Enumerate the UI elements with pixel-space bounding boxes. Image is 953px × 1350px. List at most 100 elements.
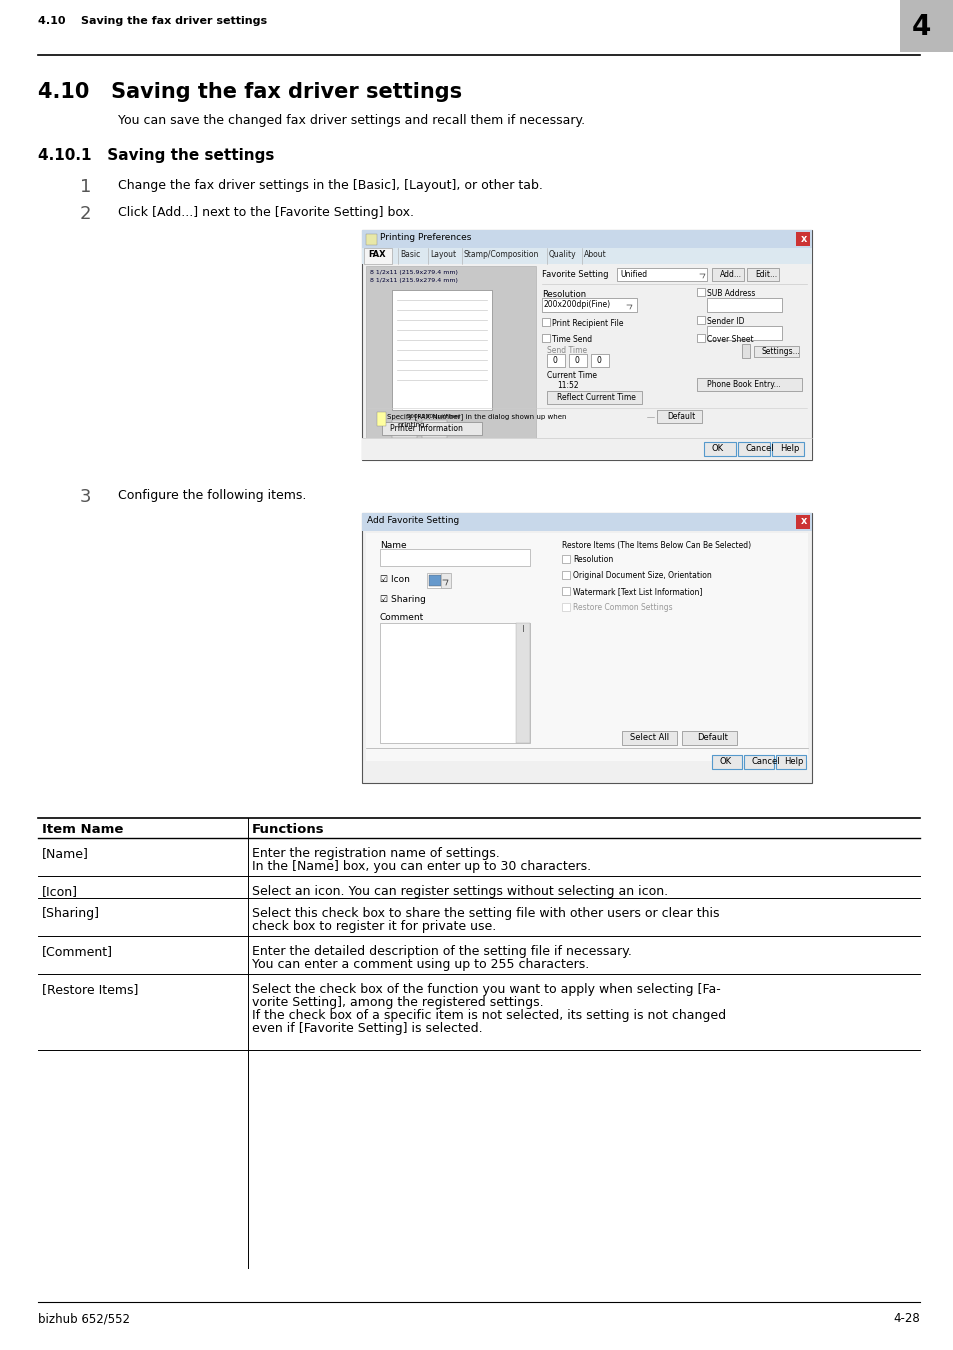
- Text: Quality: Quality: [548, 250, 576, 259]
- Text: 0: 0: [575, 356, 579, 365]
- Bar: [899, 0, 953, 53]
- Text: even if [Favorite Setting] is selected.: even if [Favorite Setting] is selected.: [252, 1022, 482, 1035]
- Bar: [775, 755, 805, 770]
- Text: Layout: Layout: [430, 250, 456, 259]
- Text: Original Document Size, Orientation: Original Document Size, Orientation: [573, 571, 711, 580]
- Text: x: x: [801, 517, 806, 526]
- Text: Default: Default: [697, 733, 727, 743]
- Text: [Sharing]: [Sharing]: [42, 907, 100, 919]
- Bar: [561, 555, 569, 563]
- Bar: [746, 269, 779, 281]
- Text: Printer Information: Printer Information: [390, 424, 462, 433]
- Text: 200x200dpi(Fine): 200x200dpi(Fine): [407, 414, 461, 418]
- Bar: [379, 549, 530, 566]
- Text: [Restore Items]: [Restore Items]: [42, 983, 138, 996]
- Bar: [617, 269, 706, 281]
- Text: 4-28: 4-28: [892, 1312, 919, 1324]
- Text: You can enter a comment using up to 255 characters.: You can enter a comment using up to 255 …: [252, 958, 589, 971]
- Text: 4.10   Saving the fax driver settings: 4.10 Saving the fax driver settings: [38, 82, 461, 103]
- Text: OK: OK: [720, 757, 731, 765]
- Bar: [561, 571, 569, 579]
- Bar: [561, 587, 569, 595]
- Text: Click [Add...] next to the [Favorite Setting] box.: Click [Add...] next to the [Favorite Set…: [118, 207, 414, 219]
- Bar: [795, 232, 809, 246]
- Text: SUB Address: SUB Address: [706, 289, 755, 298]
- Text: Select this check box to share the setting file with other users or clear this: Select this check box to share the setti…: [252, 907, 719, 919]
- Bar: [421, 420, 447, 437]
- Text: Resolution: Resolution: [573, 555, 613, 564]
- Text: 0: 0: [597, 356, 601, 365]
- Text: Time Send: Time Send: [552, 335, 592, 344]
- Bar: [361, 230, 811, 248]
- Text: Enter the registration name of settings.: Enter the registration name of settings.: [252, 846, 499, 860]
- Text: Edit...: Edit...: [754, 270, 777, 279]
- Bar: [427, 572, 449, 589]
- Text: Name: Name: [379, 541, 406, 549]
- Text: Favorite Setting: Favorite Setting: [541, 270, 608, 279]
- Text: Print Recipient File: Print Recipient File: [552, 319, 623, 328]
- Bar: [738, 441, 769, 456]
- Bar: [364, 248, 392, 265]
- Text: [Name]: [Name]: [42, 846, 89, 860]
- Text: 1: 1: [80, 178, 91, 196]
- Bar: [697, 378, 801, 392]
- Bar: [743, 755, 773, 770]
- Bar: [657, 410, 701, 423]
- Bar: [541, 319, 550, 325]
- Bar: [590, 354, 608, 367]
- Bar: [546, 392, 641, 404]
- Text: About: About: [583, 250, 606, 259]
- Bar: [706, 298, 781, 312]
- Text: Stamp/Composition: Stamp/Composition: [463, 250, 538, 259]
- Text: Sender ID: Sender ID: [706, 317, 743, 325]
- Text: Configure the following items.: Configure the following items.: [118, 489, 306, 502]
- Text: 8 1/2x11 (215.9x279.4 mm): 8 1/2x11 (215.9x279.4 mm): [370, 270, 457, 275]
- Text: Reflect Current Time: Reflect Current Time: [557, 393, 636, 402]
- Text: Add...: Add...: [720, 270, 741, 279]
- Text: OK: OK: [711, 444, 723, 454]
- Text: 11:52: 11:52: [557, 381, 578, 390]
- Bar: [703, 441, 735, 456]
- Text: Cancel: Cancel: [751, 757, 780, 765]
- Text: Enter the detailed description of the setting file if necessary.: Enter the detailed description of the se…: [252, 945, 631, 958]
- Text: x: x: [801, 234, 806, 243]
- Bar: [541, 333, 550, 342]
- Bar: [711, 755, 741, 770]
- Bar: [697, 316, 704, 324]
- Bar: [361, 437, 811, 460]
- Bar: [366, 266, 536, 446]
- Text: 3: 3: [80, 487, 91, 506]
- Text: Current Time: Current Time: [546, 371, 597, 379]
- Bar: [771, 441, 803, 456]
- Text: Specify [FAX Number] in the dialog shown up when: Specify [FAX Number] in the dialog shown…: [387, 413, 566, 420]
- Bar: [681, 730, 737, 745]
- Text: Change the fax driver settings in the [Basic], [Layout], or other tab.: Change the fax driver settings in the [B…: [118, 180, 542, 192]
- Text: printing.: printing.: [396, 423, 426, 428]
- Text: Add Favorite Setting: Add Favorite Setting: [367, 516, 458, 525]
- Text: FAX: FAX: [368, 250, 385, 259]
- Text: Select All: Select All: [629, 733, 668, 743]
- Text: Cancel: Cancel: [745, 444, 774, 454]
- Text: Send Time: Send Time: [546, 346, 586, 355]
- Bar: [429, 575, 440, 586]
- Bar: [753, 346, 799, 356]
- Text: If the check box of a specific item is not selected, its setting is not changed: If the check box of a specific item is n…: [252, 1008, 725, 1022]
- Bar: [361, 248, 811, 265]
- Bar: [697, 333, 704, 342]
- Text: Resolution: Resolution: [541, 290, 585, 298]
- Text: Item Name: Item Name: [42, 824, 123, 836]
- Bar: [568, 354, 586, 367]
- Text: Select an icon. You can register settings without selecting an icon.: Select an icon. You can register setting…: [252, 886, 667, 898]
- Bar: [381, 423, 481, 435]
- Text: ☑ Icon: ☑ Icon: [379, 575, 410, 585]
- Text: Help: Help: [783, 757, 802, 765]
- Bar: [376, 412, 386, 427]
- Text: Restore Items (The Items Below Can Be Selected): Restore Items (The Items Below Can Be Se…: [561, 541, 750, 549]
- Text: Phone Book Entry...: Phone Book Entry...: [706, 379, 780, 389]
- Bar: [541, 298, 637, 312]
- Bar: [741, 344, 749, 358]
- Text: 0: 0: [553, 356, 558, 365]
- Text: In the [Name] box, you can enter up to 30 characters.: In the [Name] box, you can enter up to 3…: [252, 860, 591, 873]
- Text: 4.10    Saving the fax driver settings: 4.10 Saving the fax driver settings: [38, 16, 267, 26]
- Bar: [392, 290, 492, 410]
